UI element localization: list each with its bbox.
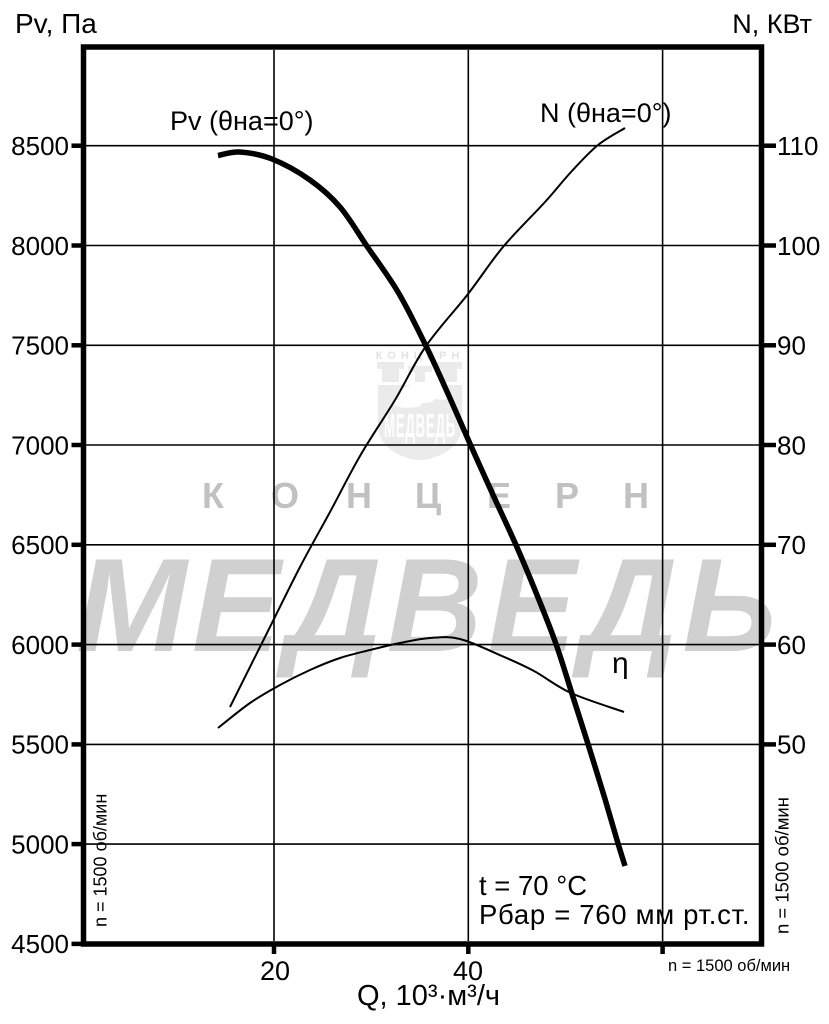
svg-text:Н: Н [346, 475, 372, 516]
svg-text:n = 1500 об/мин: n = 1500 об/мин [772, 797, 793, 934]
svg-text:100: 100 [777, 231, 820, 261]
svg-text:η: η [612, 647, 629, 680]
svg-text:Р: Р [555, 475, 579, 516]
svg-text:80: 80 [777, 430, 806, 460]
svg-text:n = 1500 об/мин: n = 1500 об/мин [668, 957, 790, 975]
svg-text:20: 20 [260, 956, 290, 986]
svg-text:N, КВт: N, КВт [732, 9, 812, 39]
svg-text:О: О [271, 475, 299, 516]
svg-text:110: 110 [777, 131, 818, 161]
svg-text:N (θна=0°): N (θна=0°) [540, 98, 672, 128]
svg-text:Q, 10³·м³/ч: Q, 10³·м³/ч [357, 980, 500, 1012]
svg-text:70: 70 [777, 530, 806, 560]
svg-text:Рбар = 760 мм рт.ст.: Рбар = 760 мм рт.ст. [479, 899, 750, 930]
svg-text:К: К [202, 475, 225, 516]
svg-text:90: 90 [777, 331, 806, 361]
svg-text:60: 60 [777, 630, 806, 660]
svg-text:40: 40 [453, 956, 483, 986]
svg-text:6000: 6000 [11, 630, 69, 660]
svg-text:КОНЦЕРН: КОНЦЕРН [376, 350, 465, 362]
svg-text:8500: 8500 [11, 131, 69, 161]
svg-text:8000: 8000 [11, 231, 69, 261]
svg-text:7000: 7000 [11, 430, 69, 460]
svg-text:n = 1500 об/мин: n = 1500 об/мин [91, 794, 111, 927]
svg-text:6500: 6500 [11, 530, 69, 560]
svg-text:Pv (θна=0°): Pv (θна=0°) [170, 106, 314, 136]
svg-text:t = 70 °C: t = 70 °C [479, 870, 587, 901]
svg-text:Pv, Па: Pv, Па [15, 8, 97, 39]
svg-text:5500: 5500 [11, 730, 69, 760]
svg-text:МЕДВЕДЬ: МЕДВЕДЬ [76, 532, 782, 680]
svg-text:Н: Н [623, 475, 649, 516]
svg-text:4500: 4500 [11, 929, 69, 959]
svg-text:Ц: Ц [415, 475, 442, 516]
svg-text:МЕДВЕДЬ: МЕДВЕДЬ [384, 408, 456, 445]
svg-text:5000: 5000 [11, 829, 69, 859]
svg-text:50: 50 [777, 730, 806, 760]
svg-text:7500: 7500 [11, 331, 69, 361]
